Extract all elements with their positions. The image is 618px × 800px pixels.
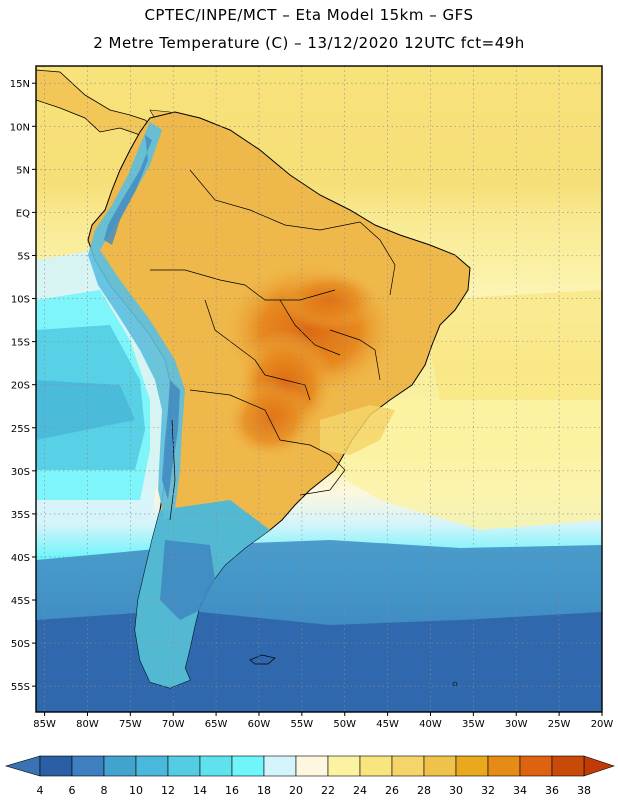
colorbar-swatch xyxy=(263,755,297,777)
colorbar-swatch xyxy=(231,755,265,777)
temperature-colorbar: 4 6 8 10 12 14 16 18 20 22 24 26 28 30 32 34 36 38 xyxy=(4,755,615,797)
border-brazil-ne xyxy=(359,221,396,296)
colorbar-swatch xyxy=(103,755,137,777)
central-brazil-hot xyxy=(280,270,380,330)
latitude-axis: 15N 10N 5N EQ 5S 10S 15S 20S 25S 30S 35S 40S 45S 50S 5… xyxy=(10,79,36,693)
border-amazon xyxy=(150,269,336,301)
colorbar-label: 4 xyxy=(37,784,44,797)
lon-label: 35W xyxy=(462,719,485,730)
colorbar-label: 38 xyxy=(577,784,591,797)
colorbar-label: 18 xyxy=(257,784,271,797)
lat-label: 25S xyxy=(11,424,30,435)
lat-label: EQ xyxy=(16,208,30,219)
falkland-islands xyxy=(249,654,276,665)
lon-label: 25W xyxy=(548,719,571,730)
lat-label: 30S xyxy=(11,467,30,478)
colorbar-label: 20 xyxy=(289,784,303,797)
border-uruguay xyxy=(299,444,346,496)
lat-label: 10N xyxy=(10,122,30,133)
colorbar-label: 32 xyxy=(481,784,495,797)
lat-label: 10S xyxy=(11,295,30,306)
southern-ocean-cold xyxy=(36,610,602,712)
colorbar-label: 22 xyxy=(321,784,335,797)
lon-label: 45W xyxy=(376,719,399,730)
lon-label: 50W xyxy=(333,719,356,730)
lat-label: 40S xyxy=(11,553,30,564)
border-chaco xyxy=(189,389,311,446)
southeast-mild-zone xyxy=(320,405,395,455)
colorbar-label: 34 xyxy=(513,784,527,797)
colorbar-label: 6 xyxy=(69,784,76,797)
colorbar-label: 36 xyxy=(545,784,559,797)
colorbar-swatch xyxy=(295,755,329,777)
colorbar-swatch xyxy=(199,755,233,777)
lon-label: 20W xyxy=(591,719,614,730)
colorbar-label: 24 xyxy=(353,784,367,797)
colorbar-label: 10 xyxy=(129,784,143,797)
lat-label: 20S xyxy=(11,381,30,392)
colorbar-swatch xyxy=(135,755,169,777)
lat-label: 5N xyxy=(16,165,30,176)
border-north xyxy=(189,169,361,231)
lon-label: 65W xyxy=(205,719,228,730)
map-field xyxy=(36,66,602,712)
border-bolivia-west xyxy=(204,299,266,376)
lat-label: 15S xyxy=(11,338,30,349)
lon-label: 70W xyxy=(162,719,185,730)
lat-label: 55S xyxy=(11,682,30,693)
colorbar-swatch xyxy=(551,755,585,777)
colorbar-swatch xyxy=(71,755,105,777)
lon-label: 85W xyxy=(33,719,56,730)
colorbar-label: 8 xyxy=(101,784,108,797)
country-borders xyxy=(150,169,396,521)
colorbar-label: 30 xyxy=(449,784,463,797)
colorbar-swatch xyxy=(39,755,73,777)
colorbar-label: 26 xyxy=(385,784,399,797)
colorbar-swatch xyxy=(455,755,489,777)
pacific-cool-zone xyxy=(36,380,135,440)
map-title-model: CPTEC/INPE/MCT – Eta Model 15km – GFS xyxy=(144,6,474,24)
map-frame xyxy=(35,65,603,713)
atlantic-warm-zone xyxy=(330,395,602,530)
longitude-axis: 85W 80W 75W 70W 65W 60W 55W 50W 45W 40W 35W 30W 25W 2… xyxy=(33,712,613,730)
lon-label: 40W xyxy=(419,719,442,730)
lat-label: 5S xyxy=(17,251,30,262)
border-bolivia-east xyxy=(264,374,311,401)
lat-label: 50S xyxy=(11,639,30,650)
colorbar-swatch xyxy=(487,755,521,777)
lat-label: 45S xyxy=(11,596,30,607)
atlantic-tropical-zone xyxy=(420,290,602,400)
lon-label: 75W xyxy=(119,719,142,730)
lon-label: 80W xyxy=(76,719,99,730)
colorbar-label: 16 xyxy=(225,784,239,797)
colombian-andes-cold xyxy=(104,135,152,245)
colorbar-swatch xyxy=(391,755,425,777)
central-andes-cold xyxy=(162,380,180,500)
lon-label: 60W xyxy=(248,719,271,730)
colorbar-label: 14 xyxy=(193,784,207,797)
colorbar-high-arrow xyxy=(583,755,615,777)
colorbar-label: 28 xyxy=(417,784,431,797)
colorbar-swatch xyxy=(167,755,201,777)
border-states-center xyxy=(329,329,381,381)
colorbar-low-arrow xyxy=(4,755,41,777)
patagonia-cold-zone xyxy=(160,540,215,620)
border-states-west xyxy=(279,299,341,356)
lat-label: 15N xyxy=(10,79,30,90)
colorbar-swatch xyxy=(359,755,393,777)
lat-label: 35S xyxy=(11,510,30,521)
map-title-variable: 2 Metre Temperature (C) – 13/12/2020 12U… xyxy=(93,34,525,52)
colorbar-swatch xyxy=(519,755,553,777)
lon-label: 30W xyxy=(505,719,528,730)
colorbar-swatch xyxy=(423,755,457,777)
colorbar-label: 12 xyxy=(161,784,175,797)
colorbar-swatch xyxy=(327,755,361,777)
lon-label: 55W xyxy=(291,719,314,730)
